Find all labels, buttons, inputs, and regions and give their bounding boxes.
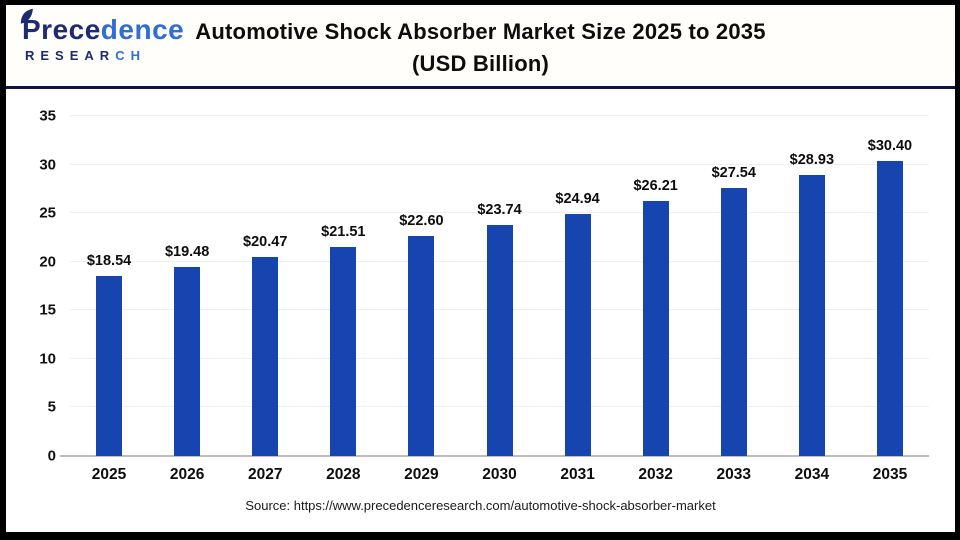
leaf-icon — [20, 8, 33, 24]
x-tick-label: 2034 — [794, 466, 830, 483]
bar-2025 — [96, 275, 123, 456]
bar-2030 — [486, 225, 513, 456]
x-tick-label: 2032 — [638, 466, 673, 483]
bar-value-label: $20.47 — [243, 234, 288, 251]
x-tick-label: 2029 — [404, 466, 439, 483]
bar-2031 — [564, 213, 591, 456]
plot-area: 0 5 10 15 20 25 30 35 $18.54 $19.48 $20.47 $21.51 $2… — [39, 108, 929, 465]
gridline — [70, 212, 929, 214]
logo-subtitle: RESEARCH — [25, 49, 184, 62]
bar-value-label: $22.60 — [399, 213, 444, 230]
chart-title: Automotive Shock Absorber Market Size 20… — [6, 5, 955, 80]
y-tick-label: 30 — [39, 156, 56, 174]
y-tick-label: 35 — [39, 107, 56, 125]
gridline — [70, 115, 929, 116]
bar-chart: 0 5 10 15 20 25 30 35 $18.54 $19.48 $20.47 $21.51 $2… — [6, 108, 955, 494]
bar-2026 — [174, 266, 201, 456]
chart-title-line1: Automotive Shock Absorber Market Size 20… — [195, 19, 766, 44]
x-axis-line — [60, 455, 929, 457]
logo-subtitle-secondary: CH — [115, 48, 146, 63]
source-line: Source: https://www.precedenceresearch.c… — [6, 498, 955, 513]
logo-subtitle-primary: RESEAR — [25, 48, 116, 63]
bar-2034 — [798, 174, 825, 456]
x-tick-label: 2026 — [169, 466, 205, 483]
bar-value-label: $23.74 — [477, 202, 522, 219]
x-axis: 2025 2026 2027 2028 2029 2030 2031 2032 2033 2034… — [70, 456, 929, 494]
logo-text-primary: Prece — [22, 14, 101, 45]
header: Precedence RESEARCH Automotive Shock Abs… — [6, 5, 955, 89]
bar-2035 — [876, 160, 903, 456]
x-tick-label: 2033 — [716, 466, 752, 483]
bar-value-label: $24.94 — [555, 190, 600, 207]
y-tick-label: 0 — [47, 447, 56, 465]
bar-value-label: $28.93 — [789, 151, 835, 168]
y-tick-label: 10 — [39, 350, 56, 368]
bar-value-label: $27.54 — [711, 165, 756, 182]
x-tick-label: 2028 — [326, 466, 361, 483]
precedence-research-logo: Precedence RESEARCH — [20, 8, 185, 62]
bar-value-label: $26.21 — [633, 178, 678, 195]
x-tick-label: 2025 — [91, 466, 127, 483]
y-tick-label: 15 — [39, 301, 56, 319]
x-tick-label: 2031 — [560, 466, 595, 483]
bar-2027 — [252, 257, 279, 456]
x-tick-label: 2027 — [247, 466, 283, 483]
bar-value-label: $21.51 — [321, 224, 366, 241]
y-tick-label: 25 — [39, 204, 56, 222]
gridline — [70, 163, 929, 165]
source-text: Source: https://www.precedenceresearch.c… — [245, 498, 716, 513]
bar-2033 — [720, 188, 747, 456]
y-tick-label: 20 — [39, 253, 56, 271]
bar-2032 — [642, 201, 669, 456]
bar-value-label: $30.40 — [867, 137, 913, 154]
bar-value-label: $19.48 — [164, 243, 210, 260]
logo-text-secondary: dence — [100, 14, 185, 45]
bar-2028 — [330, 247, 357, 456]
x-tick-label: 2030 — [482, 466, 517, 483]
bar-value-label: $18.54 — [86, 252, 132, 269]
logo-wordmark: Precedence — [20, 8, 185, 45]
chart-title-line2: (USD Billion) — [411, 50, 550, 76]
y-tick-label: 5 — [47, 398, 56, 416]
bar-2029 — [408, 236, 435, 456]
x-tick-label: 2035 — [872, 466, 908, 483]
